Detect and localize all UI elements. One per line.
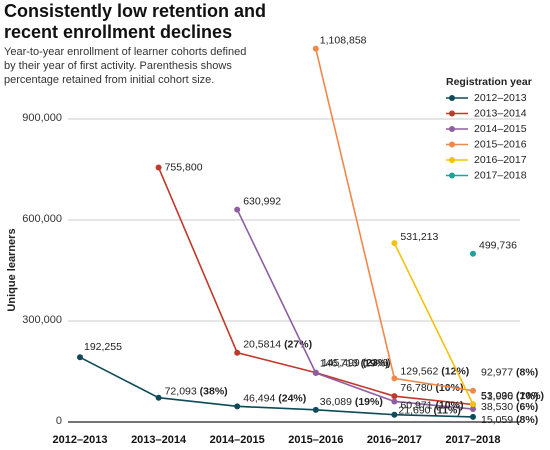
- legend-label: 2017–2018: [474, 169, 527, 181]
- x-tick-label: 2016–2017: [367, 434, 422, 446]
- data-label: 51,996 (7%): [481, 390, 538, 402]
- data-label: 36,089 (19%): [320, 396, 383, 408]
- legend-label: 2013–2014: [474, 107, 527, 119]
- data-point: [312, 370, 319, 377]
- data-point: [470, 406, 476, 413]
- data-point: [470, 413, 476, 420]
- legend-swatch: [449, 110, 455, 117]
- legend-label: 2015–2016: [474, 138, 527, 150]
- data-label: 60,971 (10%): [400, 399, 463, 411]
- x-tick-label: 2015–2016: [288, 434, 343, 446]
- data-label: 46,494 (24%): [243, 392, 306, 404]
- legend-label: 2014–2015: [474, 123, 527, 135]
- data-point: [470, 250, 476, 257]
- chart-title: recent enrollment declines: [4, 22, 232, 42]
- data-label: 1,108,858: [320, 34, 367, 46]
- legend-swatch: [449, 95, 455, 101]
- data-label: 20,5814 (27%): [243, 338, 312, 350]
- data-label: 755,800: [165, 161, 203, 173]
- y-tick-label: 0: [56, 415, 62, 427]
- subtitle: by their year of first activity. Parenth…: [4, 60, 232, 72]
- data-label: 146,713 (19%): [320, 357, 389, 369]
- data-label: 92,977 (8%): [481, 366, 538, 378]
- data-point: [312, 45, 319, 52]
- series-line: [393, 242, 474, 405]
- data-label: 145,499 (23%): [322, 357, 391, 369]
- data-label: 630,992: [243, 195, 281, 207]
- data-point: [391, 240, 398, 247]
- x-tick-label: 2017–2018: [445, 434, 500, 446]
- subtitle: Year-to-year enrollment of learner cohor…: [4, 46, 246, 58]
- data-point: [155, 394, 162, 401]
- data-point: [155, 164, 162, 171]
- data-point: [234, 403, 241, 410]
- series-line: [236, 209, 474, 410]
- data-label: 76,780 (10%): [400, 382, 463, 394]
- legend-label: 2012–2013: [474, 92, 527, 104]
- data-label: 72,093 (38%): [165, 386, 228, 398]
- data-point: [77, 354, 83, 361]
- x-tick-label: 2013–2014: [131, 434, 187, 446]
- data-label: 192,255: [84, 341, 122, 353]
- x-tick-label: 2012–2013: [52, 434, 107, 446]
- legend-swatch: [449, 157, 455, 163]
- data-point: [391, 375, 398, 382]
- subtitle: percentage retained from initial cohort …: [4, 74, 214, 86]
- data-point: [391, 398, 398, 405]
- legend-swatch: [449, 126, 455, 132]
- legend-swatch: [449, 141, 455, 148]
- y-tick-label: 900,000: [22, 112, 62, 124]
- data-label: 15,059 (8%): [481, 414, 538, 426]
- y-tick-label: 600,000: [22, 213, 62, 225]
- legend-title: Registration year: [446, 76, 532, 88]
- data-label: 531,213: [400, 231, 438, 243]
- data-label: 38,530 (6%): [481, 401, 538, 413]
- legend-label: 2016–2017: [474, 154, 527, 166]
- data-label: 499,736: [479, 240, 517, 252]
- data-point: [391, 393, 398, 400]
- data-point: [470, 387, 476, 394]
- y-axis-label: Unique learners: [6, 228, 18, 311]
- data-point: [470, 401, 476, 408]
- data-point: [312, 406, 319, 413]
- data-label: 53,030 (10%): [481, 390, 544, 402]
- y-tick-label: 300,000: [22, 314, 62, 326]
- x-tick-label: 2014–2015: [210, 434, 265, 446]
- chart-title: Consistently low retention and: [4, 1, 266, 21]
- data-label: 21,690 (11%): [398, 404, 460, 416]
- data-point: [234, 206, 241, 213]
- legend-swatch: [449, 172, 455, 179]
- data-label: 129,562 (12%): [400, 365, 469, 377]
- data-point: [391, 411, 398, 418]
- series-line: [79, 356, 474, 418]
- data-point: [234, 349, 241, 356]
